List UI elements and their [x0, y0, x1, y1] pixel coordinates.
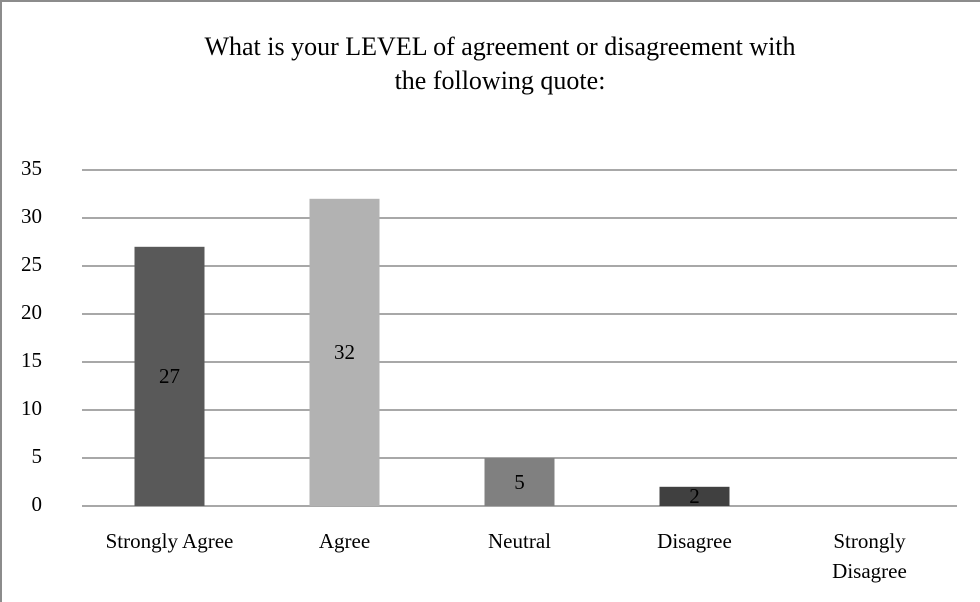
bar — [659, 486, 730, 506]
data-label: 2 — [689, 484, 700, 508]
y-tick-label: 20 — [21, 300, 42, 324]
data-label: 5 — [514, 470, 525, 494]
y-tick-label: 5 — [32, 444, 43, 468]
x-tick-label: Strongly Agree — [105, 529, 234, 553]
y-tick-label: 35 — [21, 156, 42, 180]
data-label: 27 — [159, 364, 180, 388]
x-tick-label: Disagree — [657, 529, 732, 553]
bar — [484, 458, 555, 506]
x-tick-label: Agree — [318, 529, 371, 553]
chart-title: What is your LEVEL of agreement or disag… — [204, 32, 796, 95]
data-label: 32 — [334, 340, 355, 364]
y-tick-label: 10 — [21, 396, 42, 420]
bar — [309, 198, 380, 507]
y-tick-label: 15 — [21, 348, 42, 372]
y-tick-label: 30 — [21, 204, 42, 228]
bar — [134, 246, 205, 507]
y-tick-label: 25 — [21, 252, 42, 276]
y-tick-label: 0 — [32, 492, 43, 516]
x-tick-label: Neutral — [488, 529, 551, 553]
x-tick-label: Strongly Disagree — [832, 529, 907, 583]
